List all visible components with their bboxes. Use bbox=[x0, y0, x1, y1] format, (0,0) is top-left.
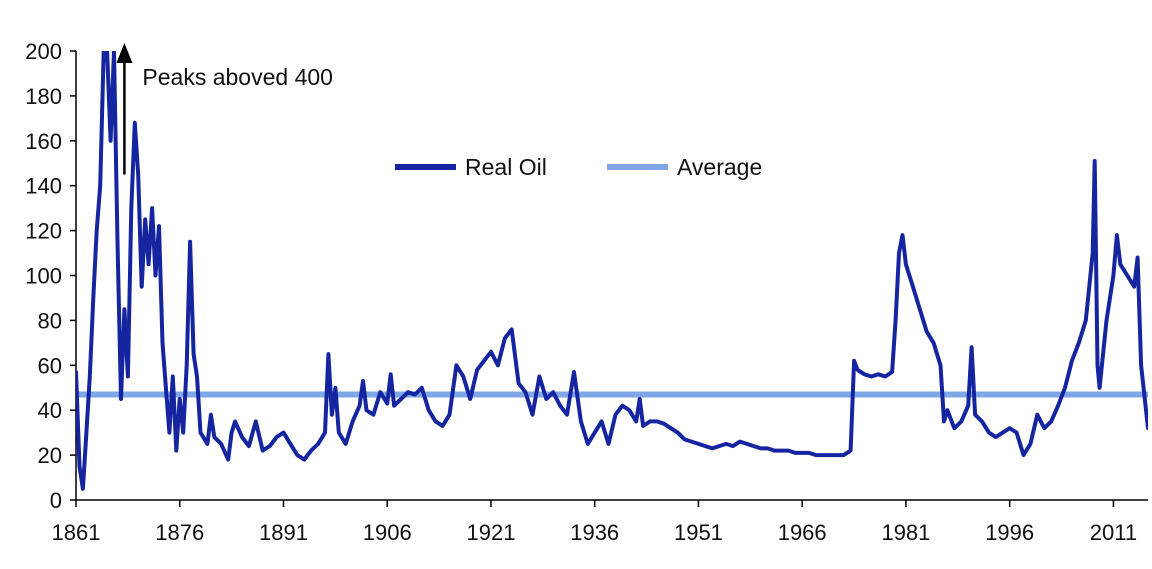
x-tick-label: 1966 bbox=[778, 520, 827, 545]
x-ticks: 1861 1876 1891 1906 1921 1936 1951 1966 1981 1996… bbox=[52, 500, 1137, 545]
y-tick-label: 180 bbox=[25, 84, 62, 109]
legend-label-real-oil: Real Oil bbox=[465, 154, 547, 180]
plot-area bbox=[76, 51, 1148, 491]
y-tick-label: 100 bbox=[25, 264, 62, 289]
y-ticks: 0 20 40 60 80 100 120 140 160 180 200 bbox=[25, 39, 76, 513]
annotation-text: Peaks aboved 400 bbox=[142, 64, 333, 90]
x-tick-label: 1921 bbox=[466, 520, 515, 545]
y-tick-label: 0 bbox=[50, 488, 62, 513]
y-tick-label: 20 bbox=[38, 443, 62, 468]
x-tick-label: 2011 bbox=[1090, 520, 1137, 545]
x-tick-label: 1861 bbox=[52, 520, 101, 545]
x-tick-label: 1996 bbox=[985, 520, 1034, 545]
x-tick-label: 1906 bbox=[363, 520, 412, 545]
y-tick-label: 160 bbox=[25, 129, 62, 154]
annotation-arrow-head bbox=[116, 43, 133, 63]
x-tick-label: 1891 bbox=[259, 520, 308, 545]
y-tick-label: 120 bbox=[25, 219, 62, 244]
y-tick-label: 60 bbox=[38, 353, 62, 378]
y-tick-label: 140 bbox=[25, 174, 62, 199]
legend: Real Oil Average bbox=[395, 154, 762, 180]
series-real-oil-line bbox=[76, 51, 1148, 491]
y-tick-label: 80 bbox=[38, 308, 62, 333]
x-tick-label: 1876 bbox=[155, 520, 204, 545]
annotation: Peaks aboved 400 bbox=[116, 43, 333, 175]
x-tick-label: 1951 bbox=[674, 520, 723, 545]
x-tick-label: 1981 bbox=[881, 520, 930, 545]
x-tick-label: 1936 bbox=[570, 520, 619, 545]
y-tick-label: 200 bbox=[25, 39, 62, 64]
legend-label-average: Average bbox=[677, 154, 762, 180]
y-tick-label: 40 bbox=[38, 398, 62, 423]
